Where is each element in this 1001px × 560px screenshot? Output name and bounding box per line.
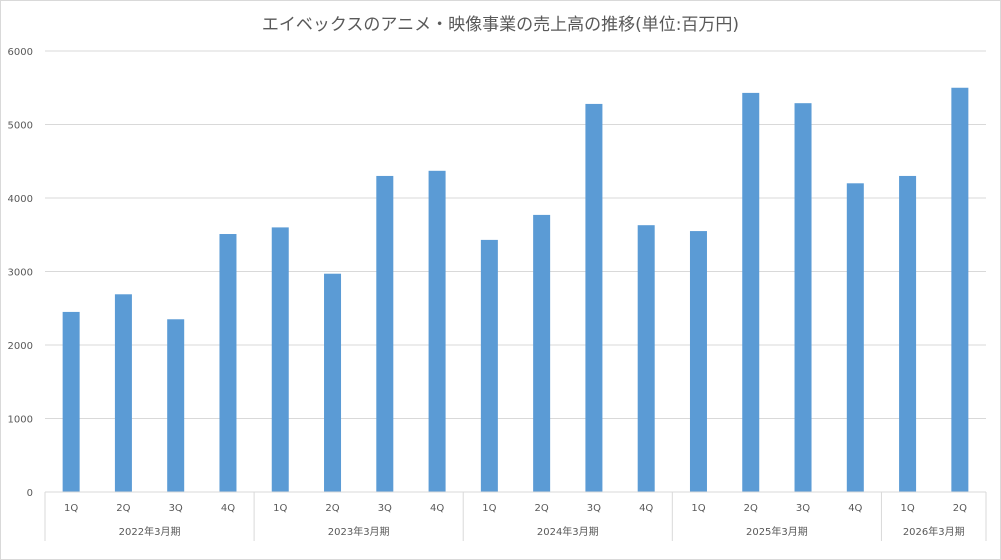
y-tick-label: 0 bbox=[27, 488, 33, 499]
x-tick-label: 3Q bbox=[796, 503, 810, 514]
x-tick-label: 2Q bbox=[116, 503, 130, 514]
y-tick-label: 2000 bbox=[8, 341, 33, 352]
x-group-label: 2026年3月期 bbox=[903, 525, 965, 538]
bar bbox=[62, 311, 80, 492]
x-group-label: 2024年3月期 bbox=[537, 525, 599, 538]
bar bbox=[428, 170, 446, 492]
x-group-label: 2025年3月期 bbox=[746, 525, 808, 538]
bar bbox=[114, 294, 132, 492]
bar bbox=[846, 183, 864, 493]
bar bbox=[480, 239, 498, 492]
x-tick-label: 4Q bbox=[221, 503, 235, 514]
x-tick-label: 4Q bbox=[848, 503, 862, 514]
y-tick-label: 1000 bbox=[8, 415, 33, 426]
x-tick-label: 4Q bbox=[639, 503, 653, 514]
x-tick-label: 3Q bbox=[587, 503, 601, 514]
x-tick-label: 2Q bbox=[535, 503, 549, 514]
x-tick-label: 1Q bbox=[482, 503, 496, 514]
bar bbox=[637, 225, 655, 492]
x-tick-label: 1Q bbox=[273, 503, 287, 514]
y-tick-label: 6000 bbox=[8, 47, 33, 58]
bar bbox=[689, 231, 707, 492]
x-tick-label: 3Q bbox=[169, 503, 183, 514]
bar bbox=[271, 227, 289, 492]
x-group-label: 2022年3月期 bbox=[119, 525, 181, 538]
x-tick-label: 1Q bbox=[691, 503, 705, 514]
y-tick-label: 3000 bbox=[8, 268, 33, 279]
bar bbox=[533, 214, 551, 492]
chart-title: エイベックスのアニメ・映像事業の売上高の推移(単位:百万円) bbox=[261, 15, 740, 35]
bar bbox=[951, 87, 969, 492]
x-tick-label: 2Q bbox=[744, 503, 758, 514]
x-group-label: 2023年3月期 bbox=[328, 525, 390, 538]
x-tick-label: 1Q bbox=[64, 503, 78, 514]
bar bbox=[742, 92, 760, 493]
bar bbox=[376, 175, 394, 492]
x-tick-label: 4Q bbox=[430, 503, 444, 514]
bar bbox=[585, 103, 603, 493]
x-tick-label: 3Q bbox=[378, 503, 392, 514]
bar bbox=[899, 175, 917, 492]
x-tick-label: 2Q bbox=[953, 503, 967, 514]
bar bbox=[324, 273, 342, 492]
x-tick-label: 2Q bbox=[325, 503, 339, 514]
bar bbox=[167, 319, 185, 492]
bar bbox=[794, 103, 812, 492]
y-tick-label: 5000 bbox=[8, 121, 33, 132]
y-tick-label: 4000 bbox=[8, 194, 33, 205]
bar bbox=[219, 234, 237, 492]
x-tick-label: 1Q bbox=[900, 503, 914, 514]
